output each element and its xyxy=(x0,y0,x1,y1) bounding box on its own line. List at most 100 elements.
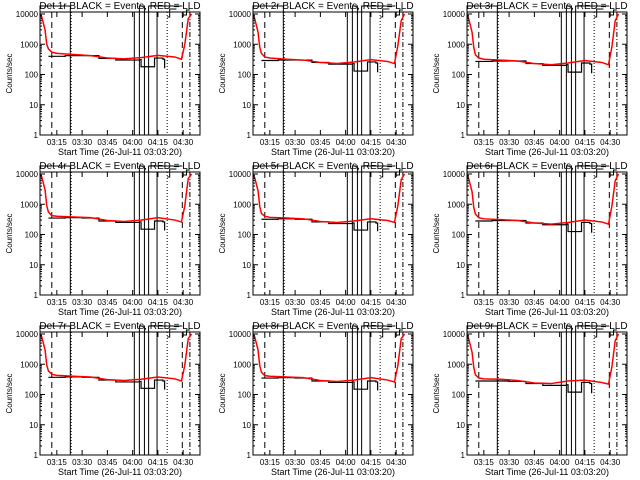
x-tick-label: 04:00 xyxy=(336,298,357,307)
plot-frame xyxy=(252,11,414,136)
x-tick-label: 03:15 xyxy=(47,298,68,307)
chart-panel: Det 3r BLACK = Events, RED = LLD10000100… xyxy=(432,1,628,157)
y-tick-label: 1 xyxy=(34,131,39,140)
interval-bracket xyxy=(380,328,390,338)
y-tick-label: 1000 xyxy=(20,40,38,49)
x-tick-label: 04:30 xyxy=(600,298,621,307)
x-tick-label: 04:30 xyxy=(386,458,407,467)
x-tick-label: 04:00 xyxy=(336,138,357,147)
interval-bracket xyxy=(39,5,71,16)
plot-frame xyxy=(252,331,414,456)
interval-bracket xyxy=(575,165,610,172)
x-axis-label: Start Time (26-Jul-11 03:03:20) xyxy=(271,467,395,477)
interval-bracket xyxy=(361,325,396,332)
x-tick-label: 03:30 xyxy=(499,298,520,307)
interval-bracket xyxy=(361,5,396,12)
interval-bracket xyxy=(361,165,396,172)
panel-title: Det 7r BLACK = Events, RED = LLD xyxy=(39,321,200,332)
y-tick-label: 1000 xyxy=(447,200,465,209)
interval-bracket xyxy=(138,5,145,14)
y-tick-label: 100 xyxy=(452,231,466,240)
x-axis-label: Start Time (26-Jul-11 03:03:20) xyxy=(271,147,395,157)
interval-bracket xyxy=(565,325,572,334)
x-tick-label: 03:15 xyxy=(260,298,281,307)
panel-title: Det 9r BLACK = Events, RED = LLD xyxy=(466,321,627,332)
interval-bracket xyxy=(565,5,572,14)
x-tick-label: 03:45 xyxy=(524,458,545,467)
interval-bracket xyxy=(148,325,183,332)
y-tick-label: 10000 xyxy=(229,170,252,179)
interval-bracket xyxy=(138,165,145,174)
x-tick-label: 03:45 xyxy=(524,138,545,147)
interval-bracket xyxy=(380,168,390,178)
y-tick-label: 10 xyxy=(29,421,38,430)
x-tick-label: 03:45 xyxy=(310,298,331,307)
chart-panel: Det 7r BLACK = Events, RED = LLD10000100… xyxy=(5,321,201,477)
y-tick-label: 1 xyxy=(247,131,252,140)
lld-series-line xyxy=(252,13,406,65)
interval-bracket xyxy=(594,168,604,178)
x-tick-label: 04:15 xyxy=(148,458,169,467)
y-tick-label: 1000 xyxy=(20,200,38,209)
y-tick-label: 100 xyxy=(238,391,252,400)
chart-panel: Det 8r BLACK = Events, RED = LLD10000100… xyxy=(218,321,414,477)
y-tick-label: 10 xyxy=(242,101,251,110)
x-tick-label: 04:00 xyxy=(550,298,571,307)
x-tick-label: 04:30 xyxy=(173,458,194,467)
chart-panel: Det 2r BLACK = Events, RED = LLD10000100… xyxy=(218,1,414,157)
panel-title: Det 8r BLACK = Events, RED = LLD xyxy=(252,321,413,332)
x-tick-label: 03:15 xyxy=(260,138,281,147)
y-tick-label: 10 xyxy=(456,261,465,270)
y-tick-label: 1000 xyxy=(20,360,38,369)
lld-series-line xyxy=(466,333,620,386)
y-tick-label: 1000 xyxy=(233,360,251,369)
x-tick-label: 03:15 xyxy=(474,138,495,147)
x-axis-label: Start Time (26-Jul-11 03:03:20) xyxy=(485,467,609,477)
y-tick-label: 10000 xyxy=(16,330,39,339)
x-tick-label: 03:30 xyxy=(285,458,306,467)
y-tick-label: 100 xyxy=(25,231,39,240)
x-axis-label: Start Time (26-Jul-11 03:03:20) xyxy=(58,147,182,157)
y-tick-label: 100 xyxy=(25,391,39,400)
y-tick-label: 1 xyxy=(247,451,252,460)
y-tick-label: 10 xyxy=(456,421,465,430)
y-axis-label: Counts/sec xyxy=(218,53,227,93)
chart-panel: Det 5r BLACK = Events, RED = LLD10000100… xyxy=(218,161,414,317)
x-tick-label: 04:15 xyxy=(575,458,596,467)
y-tick-label: 1 xyxy=(34,291,39,300)
y-tick-label: 100 xyxy=(238,71,252,80)
x-tick-label: 03:45 xyxy=(310,458,331,467)
y-tick-label: 100 xyxy=(452,71,466,80)
x-tick-label: 04:00 xyxy=(336,458,357,467)
x-tick-label: 03:45 xyxy=(97,458,118,467)
y-tick-label: 10000 xyxy=(443,170,466,179)
y-tick-label: 10 xyxy=(29,101,38,110)
x-tick-label: 03:30 xyxy=(72,458,93,467)
x-tick-label: 03:30 xyxy=(72,138,93,147)
x-tick-label: 03:15 xyxy=(47,458,68,467)
panel-title: Det 1r BLACK = Events, RED = LLD xyxy=(39,1,200,12)
x-tick-label: 04:15 xyxy=(148,138,169,147)
y-axis-label: Counts/sec xyxy=(5,213,14,253)
panel-title: Det 2r BLACK = Events, RED = LLD xyxy=(252,1,413,12)
lld-series-line xyxy=(466,173,620,226)
interval-bracket xyxy=(148,5,183,12)
chart-panel: Det 1r BLACK = Events, RED = LLD10000100… xyxy=(5,1,201,157)
x-tick-label: 04:30 xyxy=(173,298,194,307)
plot-frame xyxy=(39,331,201,456)
interval-bracket xyxy=(575,5,610,12)
y-axis-label: Counts/sec xyxy=(432,373,441,413)
lld-series-line xyxy=(252,333,406,383)
interval-bracket xyxy=(594,8,604,18)
x-tick-label: 03:30 xyxy=(72,298,93,307)
y-tick-label: 100 xyxy=(238,231,252,240)
plot-frame xyxy=(466,171,628,296)
interval-bracket xyxy=(138,325,145,334)
x-tick-label: 04:30 xyxy=(386,138,407,147)
y-axis-label: Counts/sec xyxy=(432,53,441,93)
interval-bracket xyxy=(575,325,610,332)
y-tick-label: 1 xyxy=(461,291,466,300)
interval-bracket xyxy=(167,328,177,338)
chart-panel: Det 4r BLACK = Events, RED = LLD10000100… xyxy=(5,161,201,317)
interval-bracket xyxy=(39,165,71,176)
